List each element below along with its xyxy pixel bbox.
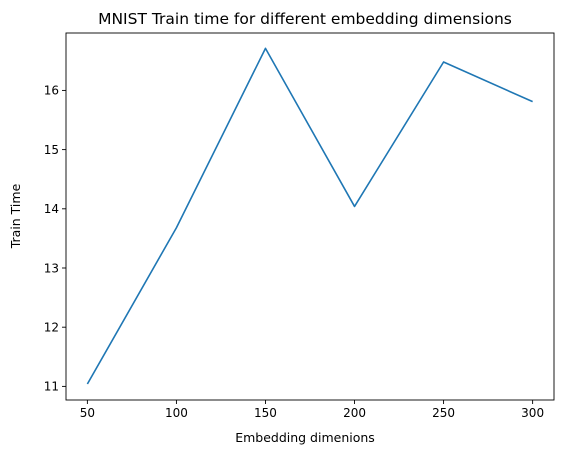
y-tick-label: 16 [44,84,59,98]
x-tick-label: 250 [432,406,455,420]
x-tick-label: 50 [80,406,95,420]
y-axis: 11 12 13 14 15 16 [44,84,66,394]
x-tick-label: 150 [254,406,277,420]
x-tick-label: 300 [521,406,544,420]
x-tick-label: 200 [343,406,366,420]
y-tick-label: 15 [44,143,59,157]
x-axis: 50 100 150 200 250 300 [80,400,544,420]
y-axis-label: Train Time [8,183,23,249]
y-tick-label: 14 [44,202,59,216]
chart-title: MNIST Train time for different embedding… [98,10,512,28]
series-line-0 [87,48,532,384]
x-axis-label: Embedding dimenions [235,430,375,445]
plot-frame [66,33,554,400]
y-tick-label: 12 [44,320,59,334]
y-tick-label: 11 [44,380,59,394]
x-tick-label: 100 [165,406,188,420]
y-tick-label: 13 [44,261,59,275]
plot-area [66,33,554,400]
